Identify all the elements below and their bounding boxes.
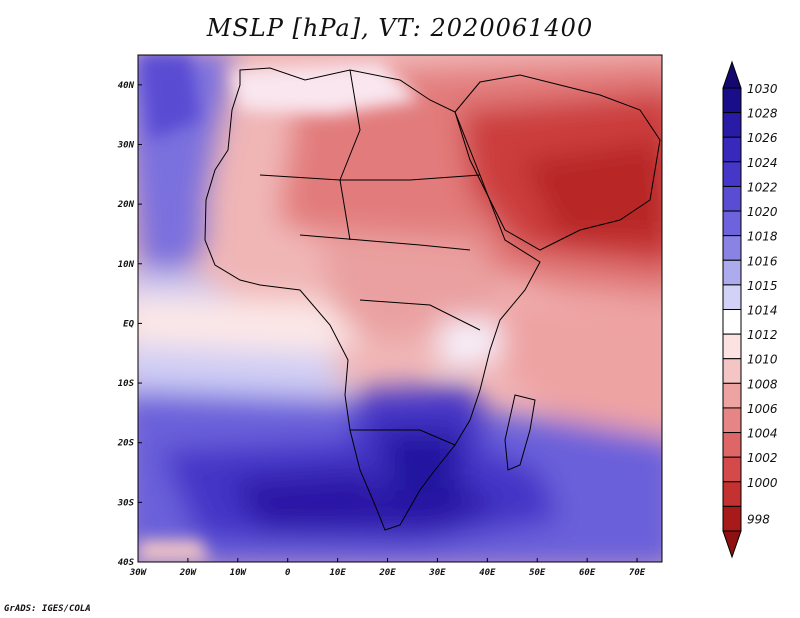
colorbar-label: 1002 (747, 451, 778, 465)
colorbar-swatch (722, 309, 742, 335)
lat-tick-label: 20N (117, 200, 135, 210)
lon-tick-label: 60E (579, 568, 596, 578)
lat-tick-label: 20S (117, 439, 135, 449)
colorbar-label: 1008 (747, 377, 778, 391)
colorbar-label: 1004 (747, 427, 778, 441)
lon-tick-label: 10E (329, 568, 346, 578)
grads-credit: GrADS: IGES/COLA (4, 604, 91, 614)
lat-tick-label: 30N (117, 140, 135, 150)
plot-frame (137, 54, 663, 563)
pressure-field (138, 55, 662, 562)
colorbar-label: 1030 (747, 82, 778, 96)
colorbar-swatch (722, 87, 742, 114)
colorbar-swatch (722, 456, 742, 483)
lon-tick-label: 20W (179, 568, 198, 578)
lon-tick-label: 20E (378, 568, 396, 578)
colorbar-swatch (722, 112, 742, 138)
coastlines (204, 67, 661, 531)
lon-tick-label: 30W (129, 568, 148, 578)
colorbar-swatch (722, 382, 742, 409)
colorbar-swatch (722, 432, 742, 458)
lon-tick-label: 30E (428, 568, 446, 578)
colorbar-label: 1024 (747, 156, 778, 170)
lat-tick-label: EQ (123, 319, 134, 329)
colorbar-label: 1015 (747, 279, 778, 293)
lon-tick-label: 10W (230, 568, 248, 578)
colorbar-swatch (722, 136, 742, 163)
colorbar-swatch (722, 259, 742, 286)
colorbar: 1030 1028 1026 1024 1022 1020 1018 1016 1015 1014… (722, 60, 778, 559)
colorbar-swatch (722, 333, 742, 360)
colorbar-label: 1006 (747, 402, 778, 416)
colorbar-label: 1028 (747, 107, 778, 121)
colorbar-swatch (722, 358, 742, 384)
map-title: MSLP [hPa], VT: 2020061400 (206, 14, 594, 42)
colorbar-swatch (722, 185, 742, 212)
lon-tick-labels: 30W 20W 10W 0 10E 20E 30E 40E 50E 60E 70E (129, 558, 646, 578)
colorbar-label: 1022 (747, 180, 778, 194)
lat-tick-label: 10S (118, 379, 135, 389)
lat-tick-label: 40N (118, 81, 135, 91)
colorbar-label: 1000 (747, 476, 778, 490)
lon-tick-label: 70E (629, 568, 646, 578)
lon-tick-label: 40E (479, 568, 496, 578)
colorbar-label: 1014 (747, 304, 778, 318)
colorbar-label: 998 (747, 513, 770, 527)
colorbar-swatch (722, 161, 742, 187)
colorbar-swatch (722, 210, 742, 237)
colorbar-label: 1012 (747, 328, 778, 342)
lon-tick-label: 50E (529, 568, 546, 578)
colorbar-label: 1020 (747, 205, 778, 219)
lon-tick-label: 0 (285, 568, 291, 578)
colorbar-top-arrow (722, 60, 742, 89)
colorbar-label: 1018 (747, 230, 778, 244)
lat-tick-label: 30S (117, 498, 135, 508)
colorbar-swatch (722, 284, 742, 310)
colorbar-label: 1026 (747, 131, 778, 145)
colorbar-swatch (722, 235, 742, 261)
colorbar-swatch (722, 407, 742, 434)
colorbar-bottom-arrow (722, 530, 742, 559)
colorbar-label: 1010 (747, 353, 778, 367)
lat-tick-labels: 40N 30N 20N 10N EQ 10S 20S 30S 40S (117, 81, 142, 568)
colorbar-swatch (722, 505, 742, 532)
colorbar-swatch (722, 481, 742, 507)
colorbar-label: 1016 (747, 254, 778, 268)
lat-tick-label: 40S (118, 558, 135, 568)
lat-tick-label: 10N (118, 260, 135, 270)
